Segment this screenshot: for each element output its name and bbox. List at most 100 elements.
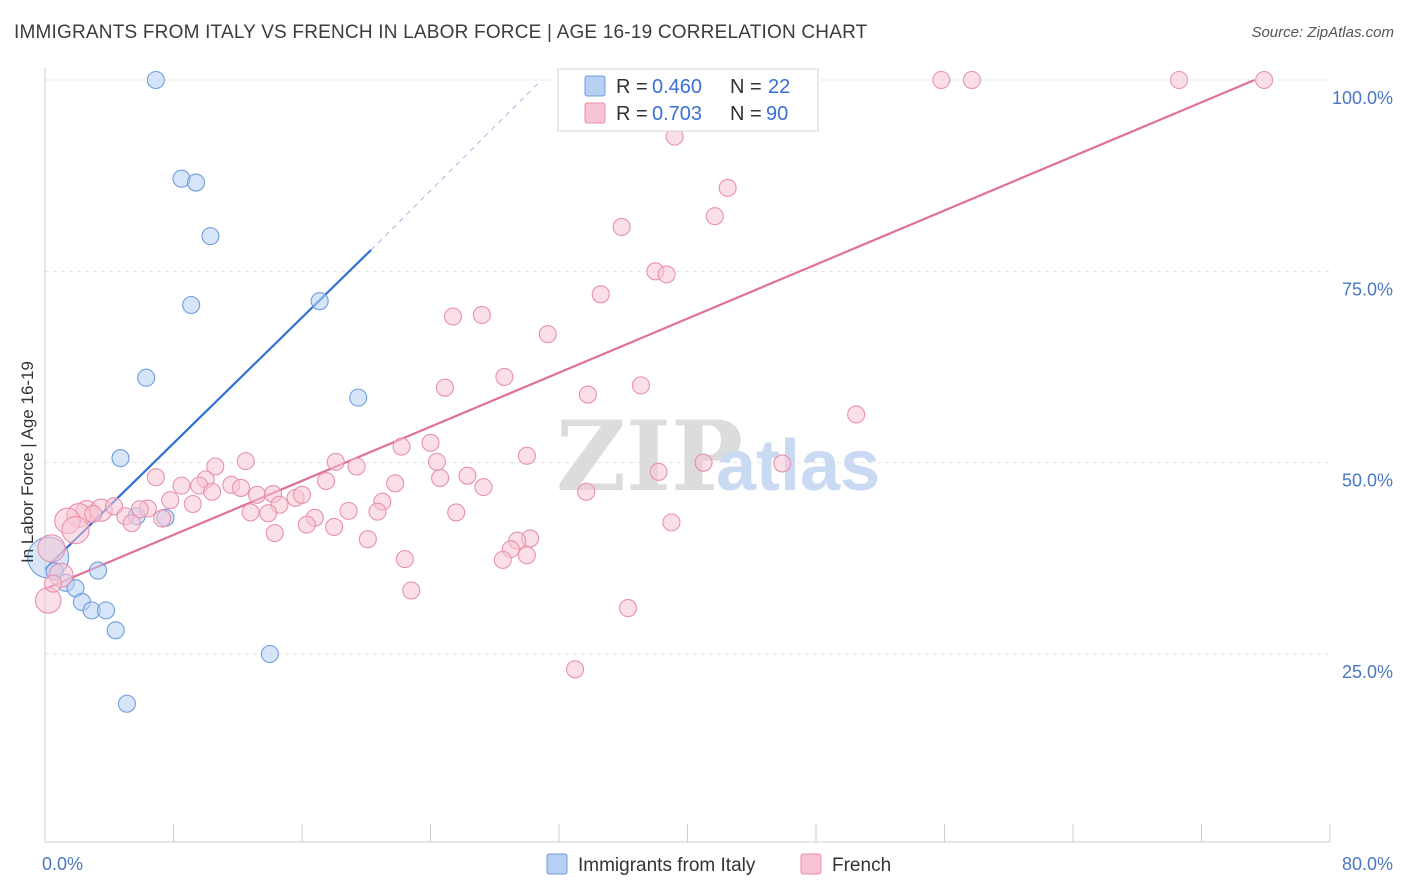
legend-french-r-label: R = (616, 103, 648, 125)
french-point-41 (474, 478, 493, 497)
data-points (27, 70, 1274, 713)
x-tick-label-max: 80.0% (1342, 854, 1393, 874)
bottom-legend: Immigrants from Italy French (546, 853, 891, 876)
x-tick-label-min: 0.0% (42, 854, 83, 874)
french-point-17 (847, 405, 866, 424)
french-point-6 (1255, 70, 1274, 90)
french-point-67 (259, 504, 278, 523)
italy-point-0 (146, 70, 165, 90)
french-point-81 (517, 546, 536, 565)
french-point-30 (649, 462, 668, 481)
y-tick-label-25: 25.0% (1342, 662, 1393, 682)
italy-point-15 (88, 561, 108, 580)
french-point-10 (612, 217, 631, 236)
italy-trendline-extension (370, 79, 542, 251)
legend-box: R = 0.460 N = 22 R = 0.703 N = 90 (557, 68, 819, 132)
french-point-15 (472, 305, 491, 325)
french-point-29 (206, 457, 225, 476)
french-point-16 (538, 325, 557, 344)
french-point-33 (458, 466, 477, 485)
french-point-27 (347, 457, 366, 476)
french-point-8 (718, 178, 737, 197)
french-point-47 (247, 485, 267, 504)
french-point-14 (443, 307, 463, 326)
french-point-24 (517, 446, 536, 465)
french-point-62 (84, 504, 103, 523)
french-point-12 (657, 265, 676, 284)
chart-title: IMMIGRANTS FROM ITALY VS FRENCH IN LABOR… (14, 22, 868, 43)
legend-swatch-italy (584, 75, 606, 97)
french-point-64 (153, 509, 172, 528)
french-point-86 (619, 599, 638, 618)
french-point-74 (265, 524, 284, 543)
italy-point-5 (310, 292, 329, 311)
italy-point-20 (260, 644, 279, 664)
french-point-28 (236, 452, 255, 471)
french-point-69 (339, 501, 358, 520)
french-point-70 (368, 502, 387, 521)
grid-lines (45, 79, 1330, 655)
french-point-23 (392, 437, 411, 456)
french-point-13 (591, 285, 610, 304)
italy-point-2 (186, 173, 206, 192)
french-point-37 (172, 476, 191, 495)
y-tick-label-75: 75.0% (1342, 279, 1393, 299)
legend-italy-r-label: R = (616, 76, 648, 98)
french-point-18 (631, 376, 650, 395)
french-point-82 (493, 550, 512, 569)
french-trendline (44, 78, 1255, 590)
french-point-84 (402, 581, 421, 600)
french-point-21 (578, 385, 597, 404)
french-point-65 (122, 514, 141, 533)
legend-french-r-value: 0.703 (652, 103, 702, 125)
french-point-73 (325, 517, 344, 537)
french-point-87 (566, 660, 585, 679)
italy-point-8 (349, 388, 368, 407)
legend-french-n-label: N = (730, 103, 762, 125)
french-point-53 (183, 494, 202, 514)
axes (44, 68, 1331, 843)
french-point-43 (231, 478, 251, 497)
french-point-72 (297, 515, 316, 534)
french-point-34 (431, 468, 450, 488)
french-point-89 (43, 574, 63, 593)
french-point-40 (386, 474, 405, 493)
bottom-legend-swatch-french (800, 853, 822, 875)
bottom-legend-swatch-italy (546, 853, 568, 875)
french-point-79 (37, 534, 66, 563)
french-point-20 (435, 378, 455, 397)
french-point-19 (495, 367, 514, 386)
y-axis-label: In Labor Force | Age 16-19 (18, 361, 37, 563)
legend-italy-r-value: 0.460 (652, 76, 702, 98)
watermark: ZIP atlas (556, 400, 880, 513)
french-point-5 (1169, 70, 1189, 90)
legend-italy-n-label: N = (730, 76, 762, 98)
french-point-66 (241, 503, 260, 522)
bottom-legend-french-label: French (832, 855, 891, 876)
italy-point-6 (137, 368, 156, 387)
french-point-75 (662, 513, 681, 532)
french-point-9 (705, 207, 724, 226)
y-tick-label-100: 100.0% (1332, 88, 1393, 108)
french-point-46 (161, 491, 180, 510)
french-point-76 (358, 530, 377, 549)
italy-point-4 (182, 295, 201, 315)
french-point-83 (395, 550, 414, 569)
french-point-50 (292, 485, 312, 504)
french-point-26 (326, 452, 345, 471)
french-point-32 (773, 454, 792, 473)
italy-point-18 (96, 601, 116, 620)
french-point-4 (962, 70, 981, 90)
french-point-44 (203, 482, 222, 501)
french-point-71 (447, 503, 466, 522)
french-point-45 (577, 482, 596, 501)
italy-point-21 (117, 694, 136, 713)
source-label: Source: ZipAtlas.com (1251, 24, 1394, 41)
legend-italy-n-value: 22 (768, 76, 790, 98)
italy-point-7 (111, 449, 130, 468)
french-point-22 (421, 433, 440, 452)
italy-point-3 (201, 227, 220, 246)
watermark-atlas: atlas (716, 426, 880, 506)
french-point-63 (61, 515, 90, 545)
